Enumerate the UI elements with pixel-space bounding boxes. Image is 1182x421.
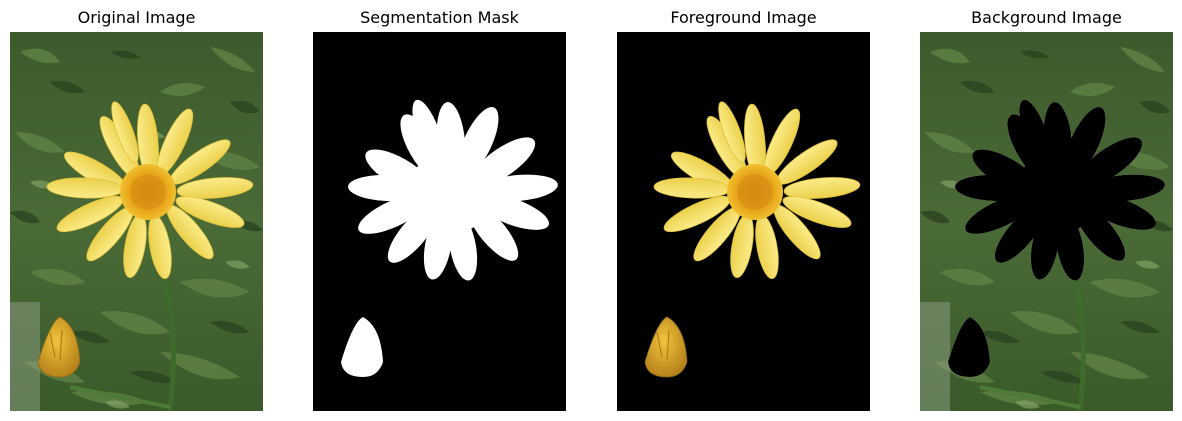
panel-background: Background Image: [920, 0, 1173, 421]
panel-title-background: Background Image: [971, 8, 1122, 27]
panel-mask: Segmentation Mask: [313, 0, 566, 421]
panel-title-original: Original Image: [77, 8, 196, 27]
original-image: [10, 32, 263, 411]
segmentation-mask-image: [313, 32, 566, 411]
panel-title-mask: Segmentation Mask: [360, 8, 519, 27]
panel-original: Original Image: [10, 0, 263, 421]
panel-title-foreground: Foreground Image: [670, 8, 817, 27]
background-image: [920, 32, 1173, 411]
panel-foreground: Foreground Image: [617, 0, 870, 421]
foreground-image: [617, 32, 870, 411]
